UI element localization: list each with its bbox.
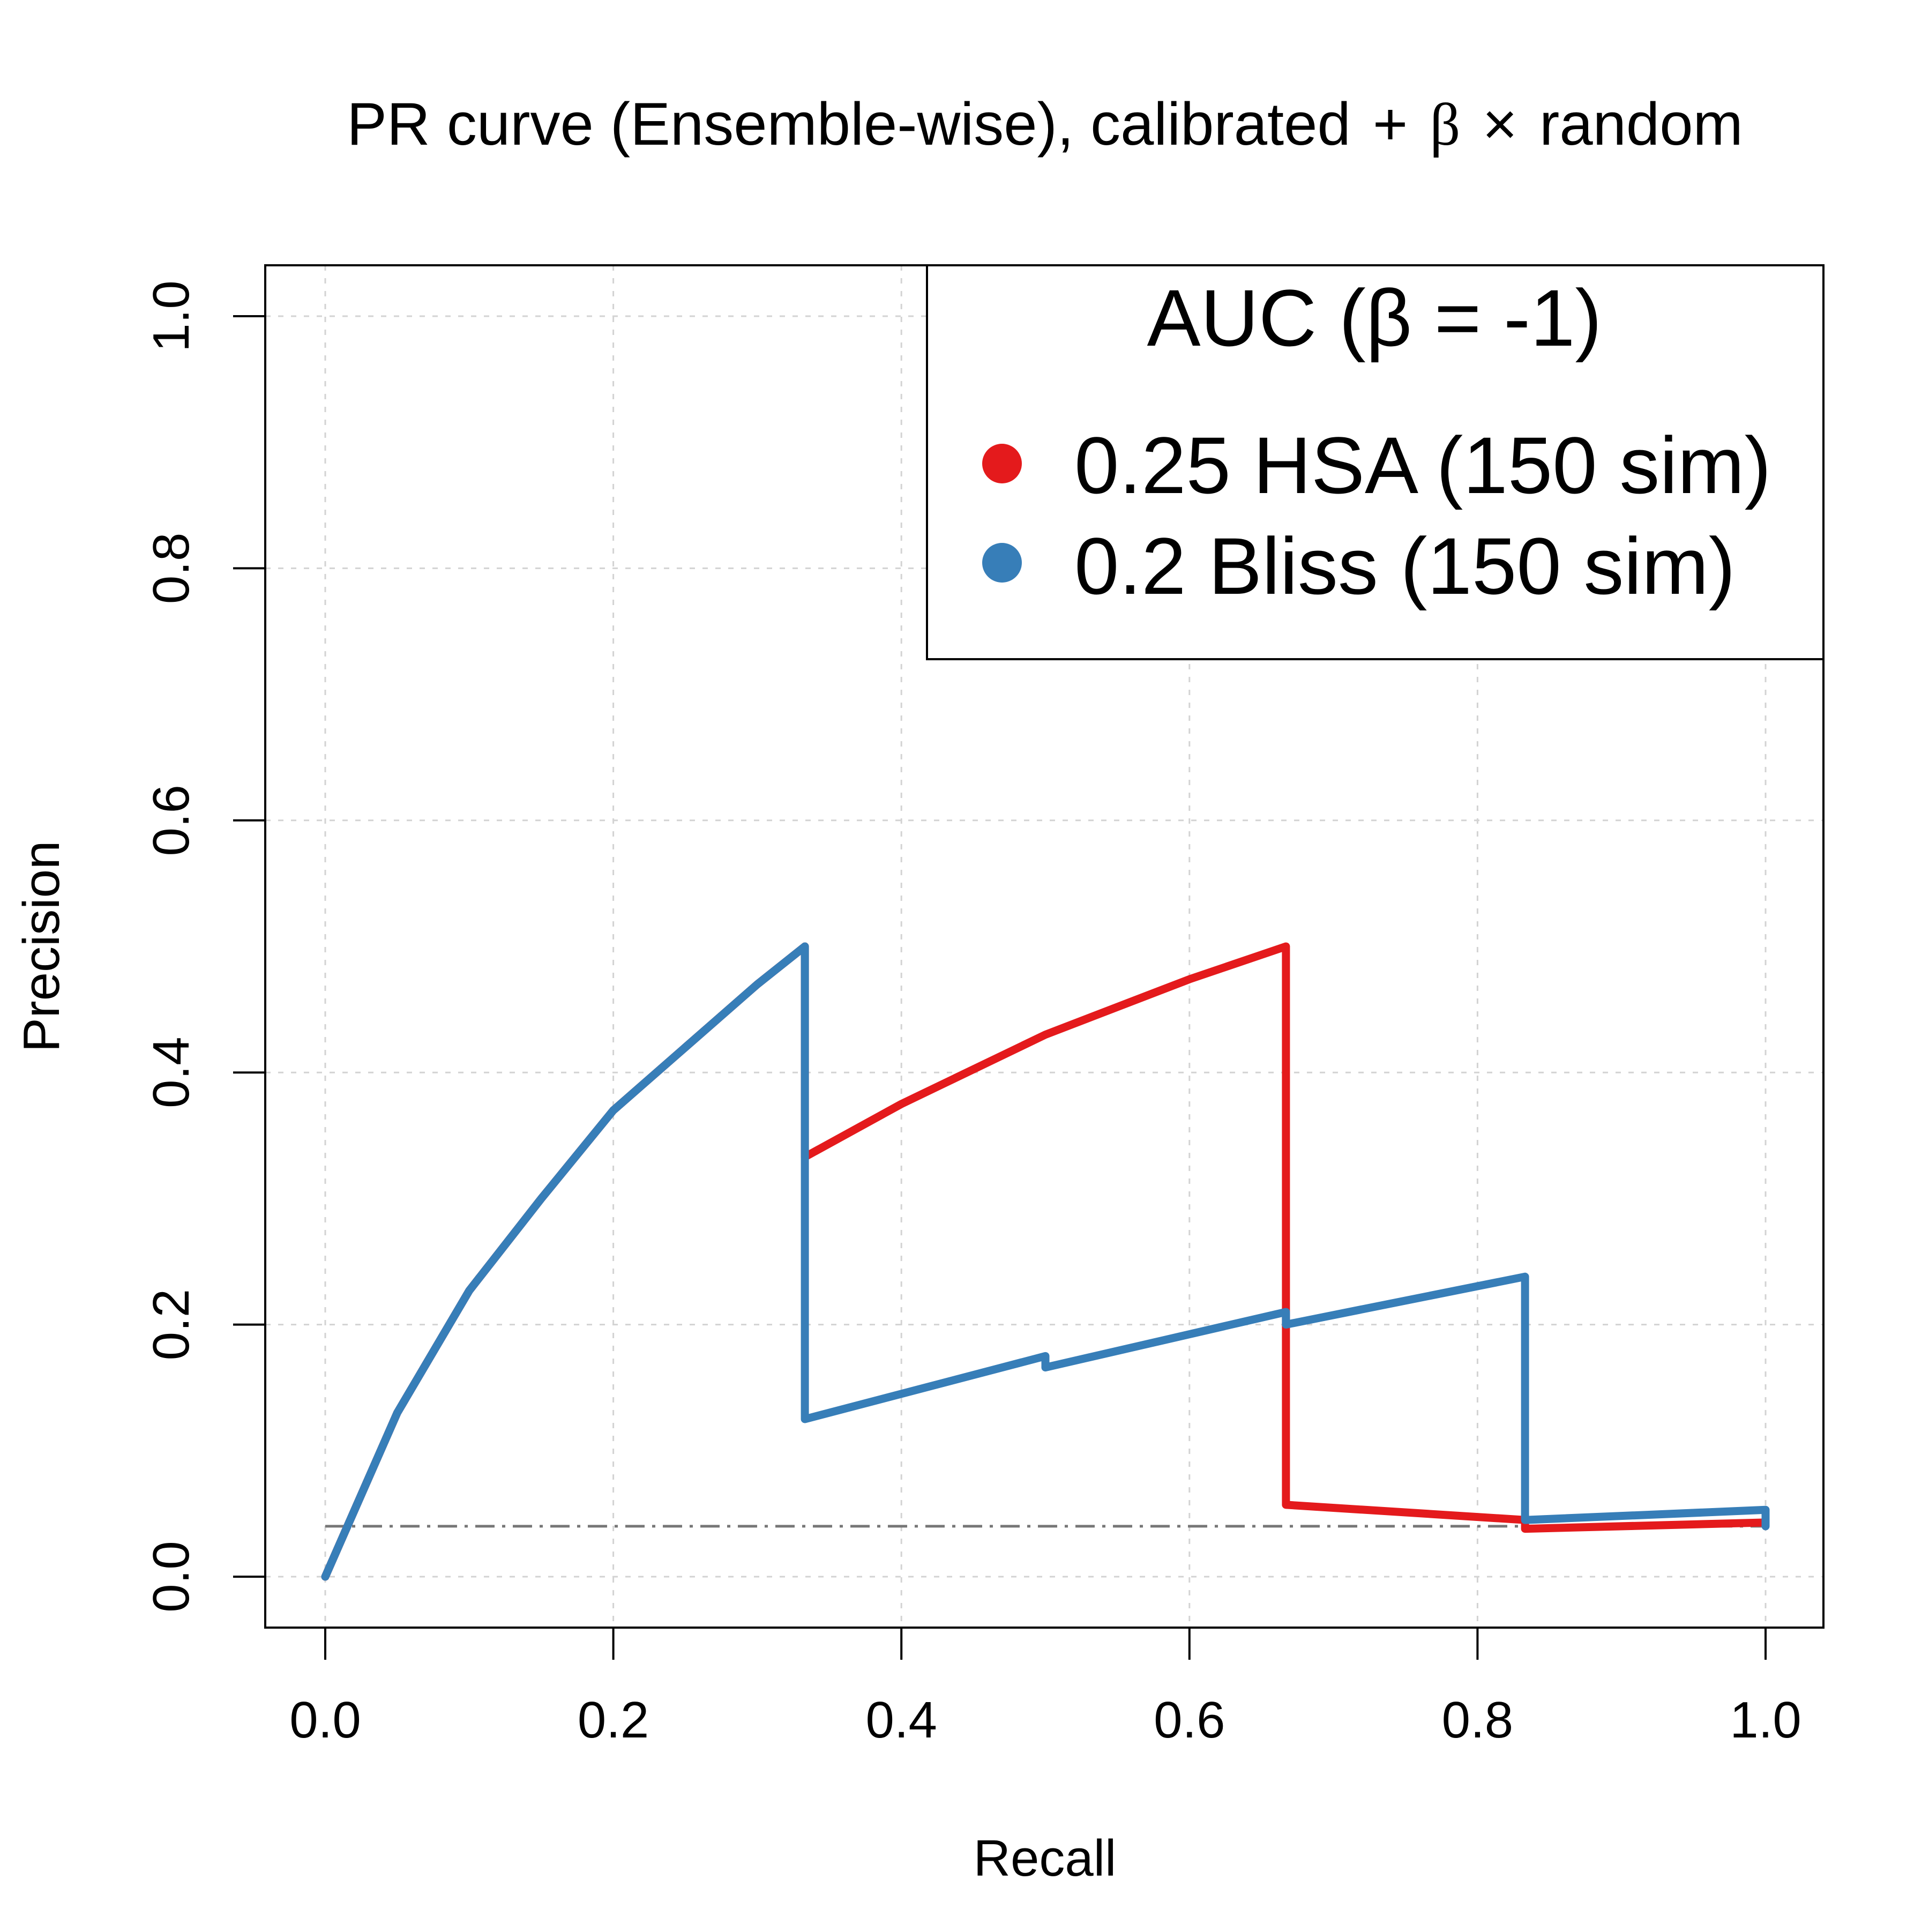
x-tick-label-5: 1.0 (1730, 1691, 1801, 1749)
y-axis: 0.0 0.2 0.4 0.6 0.8 1.0 (143, 280, 265, 1613)
x-axis-label: Recall (974, 1830, 1117, 1887)
series-line-bliss (321, 942, 1770, 1581)
y-tick-label-5: 1.0 (143, 280, 200, 352)
x-tick-label-0: 0.0 (289, 1691, 361, 1749)
y-tick-label-2: 0.4 (143, 1036, 200, 1108)
legend-title: AUC (β = -1) (1147, 273, 1602, 363)
x-tick-label-1: 0.2 (578, 1691, 649, 1749)
legend-entry-bliss: 0.2 Bliss (150 sim) (1074, 521, 1736, 611)
chart-title: PR curve (Ensemble-wise), calibrated + β… (347, 91, 1743, 158)
legend: AUC (β = -1) 0.25 HSA (150 sim) 0.2 Blis… (926, 264, 1825, 660)
y-tick-label-3: 0.6 (143, 785, 200, 856)
legend-marker-bliss (982, 543, 1022, 583)
legend-marker-hsa (982, 444, 1022, 483)
y-tick-label-4: 0.8 (143, 533, 200, 604)
legend-entry-hsa: 0.25 HSA (150 sim) (1074, 420, 1771, 510)
y-tick-label-0: 0.0 (143, 1541, 200, 1612)
x-tick-label-2: 0.4 (865, 1691, 937, 1749)
series-layer (321, 942, 1770, 1581)
x-tick-label-4: 0.8 (1442, 1691, 1513, 1749)
y-axis-label: Precision (13, 841, 70, 1053)
legend-box (926, 264, 1825, 660)
y-tick-label-1: 0.2 (143, 1289, 200, 1360)
x-tick-label-3: 0.6 (1154, 1691, 1225, 1749)
x-axis: 0.0 0.2 0.4 0.6 0.8 1.0 (289, 1628, 1801, 1749)
grid (265, 265, 1823, 1628)
